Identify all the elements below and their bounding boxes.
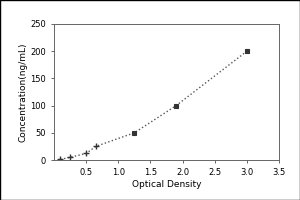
X-axis label: Optical Density: Optical Density bbox=[132, 180, 201, 189]
Y-axis label: Concentration(ng/mL): Concentration(ng/mL) bbox=[18, 42, 27, 142]
